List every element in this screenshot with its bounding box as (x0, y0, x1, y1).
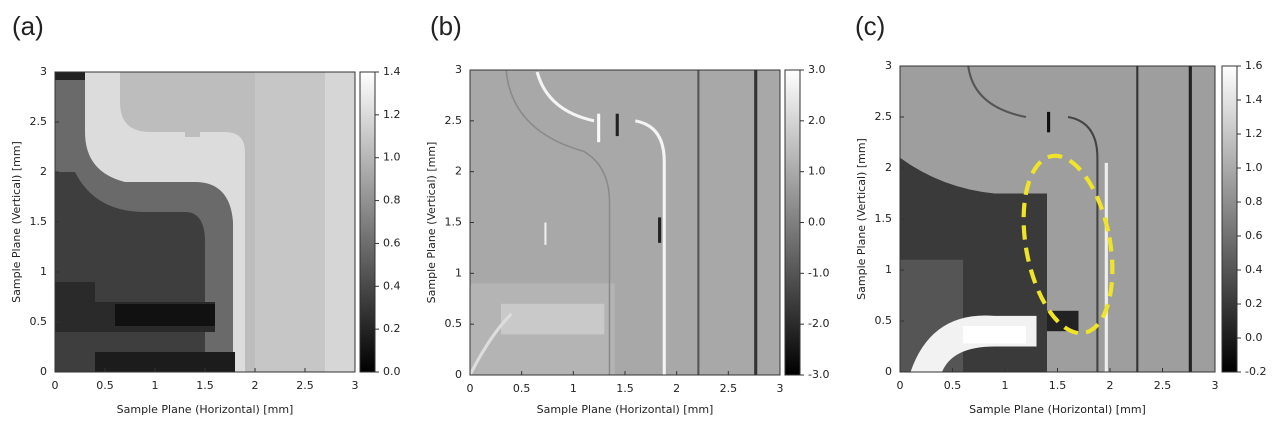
y-tick-label: 1.5 (30, 215, 48, 228)
y-tick-label: 0.5 (875, 314, 893, 327)
x-tick-label: 2 (673, 382, 680, 395)
panel-label: (a) (12, 11, 44, 41)
y-axis-label: Sample Plane (Vertical) [mm] (10, 141, 23, 303)
colorbar-tick-label: 0.2 (1245, 297, 1263, 310)
x-tick-label: 3 (1212, 379, 1219, 392)
x-axis-label: Sample Plane (Horizontal) [mm] (969, 403, 1146, 416)
colorbar-tick-label: 0.4 (1245, 263, 1263, 276)
colorbar-tick-label: 1.0 (808, 165, 826, 178)
y-tick-label: 0 (455, 368, 462, 381)
colorbar (1221, 65, 1238, 373)
x-tick-label: 3 (352, 379, 359, 392)
x-tick-label: 1.5 (1049, 379, 1067, 392)
colorbar-tick-label: 2.0 (808, 114, 826, 127)
x-tick-label: 0.5 (944, 379, 962, 392)
colorbar-tick-label: 1.4 (383, 65, 401, 78)
heatmap-image (55, 72, 355, 372)
colorbar (359, 71, 376, 373)
x-tick-label: 1.5 (196, 379, 214, 392)
x-tick-label: 0 (467, 382, 474, 395)
heatmap-image (470, 70, 780, 375)
y-tick-label: 2.5 (30, 115, 48, 128)
x-tick-label: 3 (777, 382, 784, 395)
x-axis-label: Sample Plane (Horizontal) [mm] (117, 403, 294, 416)
colorbar-tick-label: -2.0 (808, 317, 829, 330)
x-tick-label: 1.5 (616, 382, 634, 395)
y-tick-label: 0 (885, 365, 892, 378)
x-axis-label: Sample Plane (Horizontal) [mm] (537, 403, 714, 416)
y-axis-label: Sample Plane (Vertical) [mm] (425, 142, 438, 304)
colorbar-tick-label: 0.0 (808, 216, 826, 229)
x-tick-label: 0.5 (513, 382, 531, 395)
colorbar-tick-label: 1.2 (383, 108, 401, 121)
y-tick-label: 3 (455, 63, 462, 76)
x-tick-label: 2 (1107, 379, 1114, 392)
colorbar-tick-label: 0.6 (1245, 229, 1263, 242)
y-tick-label: 2.5 (445, 114, 463, 127)
colorbar-tick-label: -0.2 (1245, 365, 1266, 378)
colorbar-tick-label: 1.4 (1245, 93, 1263, 106)
colorbar-tick-label: 0.4 (383, 279, 401, 292)
colorbar-tick-label: 3.0 (808, 63, 826, 76)
y-tick-label: 0 (40, 365, 47, 378)
colorbar-tick-label: 1.6 (1245, 59, 1263, 72)
y-tick-label: 2.5 (875, 110, 893, 123)
y-tick-label: 3 (885, 59, 892, 72)
colorbar-tick-label: -1.0 (808, 266, 829, 279)
x-tick-label: 2.5 (1154, 379, 1172, 392)
panel-label: (c) (855, 11, 885, 41)
y-tick-label: 0.5 (30, 315, 48, 328)
x-tick-label: 1 (570, 382, 577, 395)
x-tick-label: 1 (152, 379, 159, 392)
y-tick-label: 2 (455, 165, 462, 178)
x-tick-label: 1 (1002, 379, 1009, 392)
x-tick-label: 2.5 (720, 382, 738, 395)
y-axis-label: Sample Plane (Vertical) [mm] (855, 138, 868, 300)
colorbar-tick-label: 1.2 (1245, 127, 1263, 140)
y-tick-label: 1 (40, 265, 47, 278)
colorbar-tick-label: 0.0 (383, 365, 401, 378)
y-tick-label: 1.5 (875, 212, 893, 225)
y-tick-label: 2 (885, 161, 892, 174)
colorbar (784, 69, 801, 376)
y-tick-label: 0.5 (445, 317, 463, 330)
x-tick-label: 2 (252, 379, 259, 392)
panel-label: (b) (430, 11, 462, 41)
heatmap-image (900, 66, 1215, 372)
x-tick-label: 0 (897, 379, 904, 392)
y-tick-label: 1 (455, 266, 462, 279)
x-tick-label: 0.5 (96, 379, 114, 392)
y-tick-label: 1.5 (445, 216, 463, 229)
colorbar-tick-label: 0.2 (383, 322, 401, 335)
colorbar-tick-label: -3.0 (808, 368, 829, 381)
y-tick-label: 2 (40, 165, 47, 178)
colorbar-tick-label: 1.0 (1245, 161, 1263, 174)
colorbar-tick-label: 0.8 (383, 194, 401, 207)
colorbar-tick-label: 1.0 (383, 151, 401, 164)
x-tick-label: 2.5 (296, 379, 314, 392)
y-tick-label: 3 (40, 65, 47, 78)
y-tick-label: 1 (885, 263, 892, 276)
colorbar-tick-label: 0.0 (1245, 331, 1263, 344)
x-tick-label: 0 (52, 379, 59, 392)
colorbar-tick-label: 0.8 (1245, 195, 1263, 208)
colorbar-tick-label: 0.6 (383, 236, 401, 249)
